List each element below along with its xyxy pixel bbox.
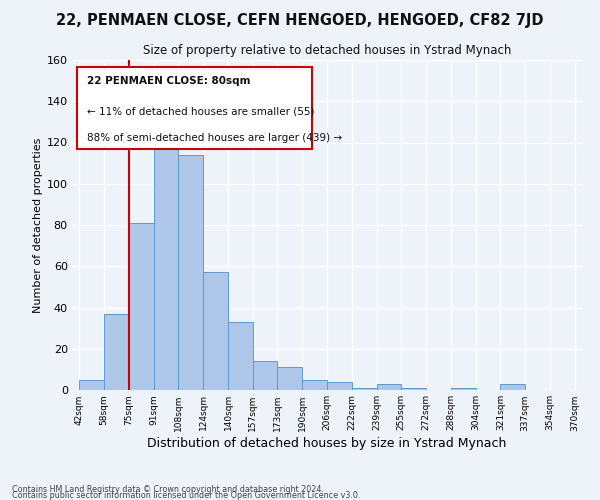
Bar: [327, 382, 352, 390]
Text: Contains public sector information licensed under the Open Government Licence v3: Contains public sector information licen…: [12, 491, 361, 500]
Text: Contains HM Land Registry data © Crown copyright and database right 2024.: Contains HM Land Registry data © Crown c…: [12, 485, 324, 494]
Bar: [500, 384, 525, 390]
Bar: [79, 380, 104, 390]
Text: ← 11% of detached houses are smaller (55): ← 11% of detached houses are smaller (55…: [88, 106, 315, 116]
Bar: [451, 388, 476, 390]
Y-axis label: Number of detached properties: Number of detached properties: [32, 138, 43, 312]
Bar: [228, 322, 253, 390]
Bar: [253, 361, 277, 390]
Title: Size of property relative to detached houses in Ystrad Mynach: Size of property relative to detached ho…: [143, 44, 511, 58]
Bar: [401, 388, 426, 390]
Text: 88% of semi-detached houses are larger (439) →: 88% of semi-detached houses are larger (…: [88, 132, 343, 142]
Bar: [154, 126, 178, 390]
Bar: [377, 384, 401, 390]
Text: 22 PENMAEN CLOSE: 80sqm: 22 PENMAEN CLOSE: 80sqm: [88, 76, 251, 86]
X-axis label: Distribution of detached houses by size in Ystrad Mynach: Distribution of detached houses by size …: [148, 438, 506, 450]
Bar: [178, 155, 203, 390]
FancyBboxPatch shape: [77, 66, 312, 149]
Bar: [352, 388, 377, 390]
Bar: [104, 314, 129, 390]
Bar: [129, 223, 154, 390]
Bar: [302, 380, 327, 390]
Bar: [277, 368, 302, 390]
Bar: [203, 272, 228, 390]
Text: 22, PENMAEN CLOSE, CEFN HENGOED, HENGOED, CF82 7JD: 22, PENMAEN CLOSE, CEFN HENGOED, HENGOED…: [56, 12, 544, 28]
